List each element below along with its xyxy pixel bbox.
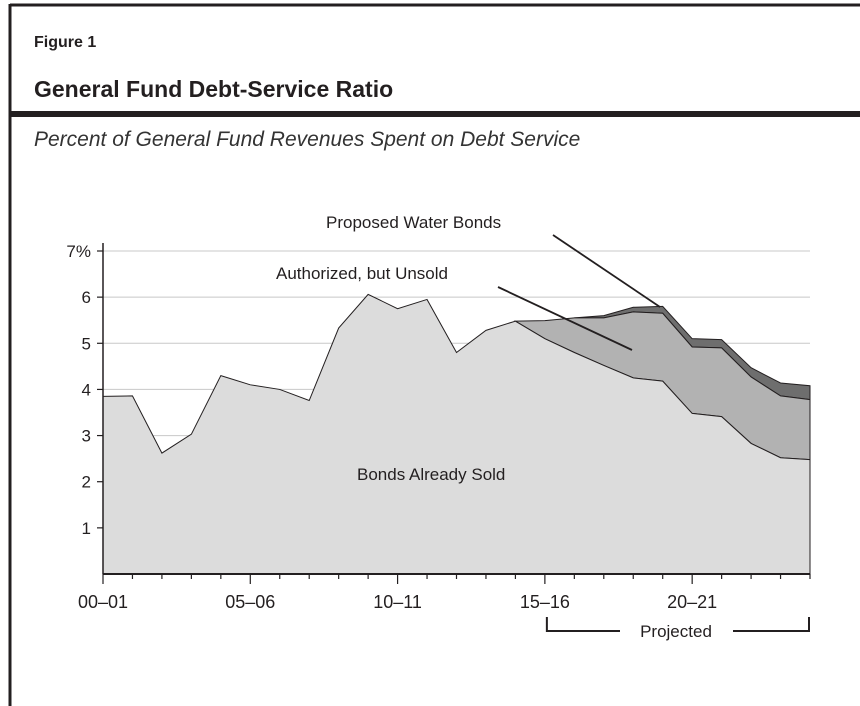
projected-bracket-left: [545, 617, 620, 632]
y-tick-label: 1: [82, 519, 91, 538]
x-tick-label: 15–16: [520, 592, 570, 612]
figure-label: Figure 1: [34, 34, 97, 51]
axes: [97, 243, 811, 584]
label-bonds-already-sold: Bonds Already Sold: [357, 465, 505, 484]
x-tick-label: 10–11: [373, 592, 422, 612]
x-tick-labels: 00–01 05–06 10–11 15–16 20–21: [78, 592, 717, 612]
label-proposed-water-bonds: Proposed Water Bonds: [326, 213, 501, 232]
y-tick-label: 4: [82, 380, 91, 399]
projected-label: Projected: [640, 622, 712, 641]
series-bonds-already-sold: [102, 293, 811, 575]
y-tick-label: 3: [82, 427, 91, 446]
annotations: Proposed Water Bonds Authorized, but Unso…: [276, 213, 661, 484]
leader-authorized-unsold: [497, 286, 633, 351]
y-tick-label: 2: [82, 473, 91, 492]
x-tick-label: 00–01: [78, 592, 128, 612]
x-tick-label: 05–06: [225, 592, 275, 612]
y-tick-label: 7%: [66, 242, 91, 261]
leader-proposed-water-bonds: [552, 234, 661, 308]
label-authorized-unsold: Authorized, but Unsold: [276, 264, 448, 283]
y-tick-label: 5: [82, 334, 91, 353]
x-tick-label: 20–21: [667, 592, 717, 612]
projected-bracket-right: [733, 617, 810, 632]
y-tick-labels: 1 2 3 4 5 6 7%: [66, 242, 91, 538]
y-tick-label: 6: [82, 288, 91, 307]
area-series: [102, 293, 811, 575]
figure-title: General Fund Debt-Service Ratio: [34, 76, 394, 102]
projected-bracket: Projected: [545, 617, 810, 641]
figure-subtitle: Percent of General Fund Revenues Spent o…: [34, 128, 581, 151]
